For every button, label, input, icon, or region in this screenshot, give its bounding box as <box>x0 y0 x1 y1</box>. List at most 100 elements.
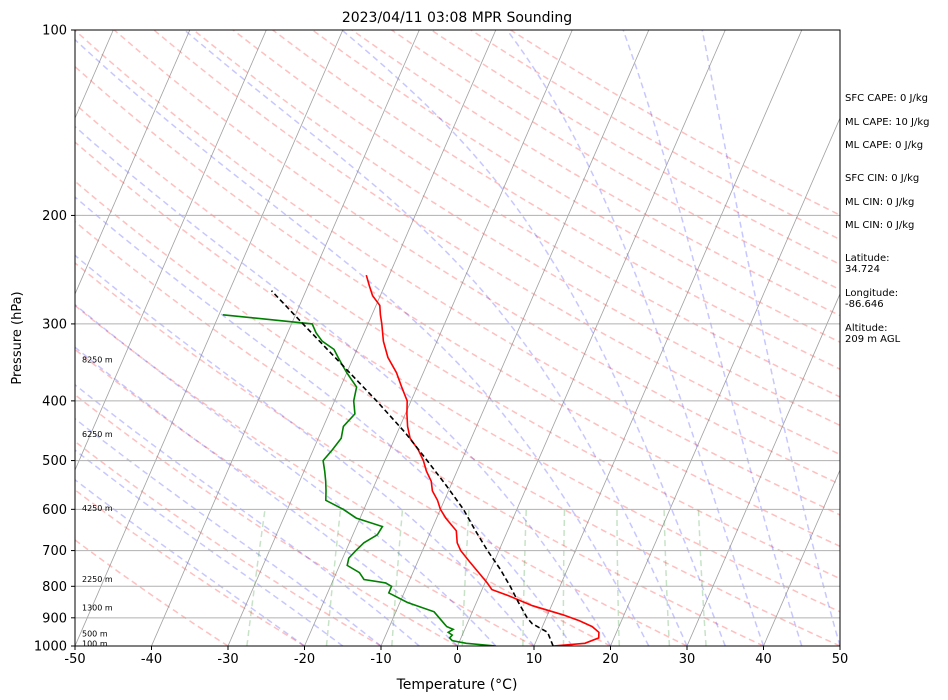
isotherm <box>227 30 497 646</box>
x-tick-label: -10 <box>370 652 391 667</box>
isotherm <box>457 30 726 646</box>
chart-title: 2023/04/11 03:08 MPR Sounding <box>342 10 572 26</box>
dry-adiabat <box>311 30 840 343</box>
isotherm <box>151 30 420 646</box>
isotherm <box>75 30 191 296</box>
y-tick-label: 600 <box>42 503 67 518</box>
x-tick-label: 50 <box>832 652 849 667</box>
dry-adiabat <box>75 304 611 646</box>
dry-adiabat <box>193 30 840 427</box>
x-tick-label: -40 <box>141 652 162 667</box>
moist-adiabat <box>75 125 612 646</box>
moist-adiabat <box>701 30 840 646</box>
y-tick-label: 200 <box>42 209 67 224</box>
dry-adiabat <box>75 348 535 646</box>
moist-adiabat <box>75 346 459 646</box>
moist-adiabat <box>75 449 344 646</box>
y-tick-label: 700 <box>42 544 67 559</box>
isotherm <box>380 30 650 646</box>
y-tick-label: 500 <box>42 454 67 469</box>
background-lines <box>75 30 840 646</box>
dry-adiabat <box>75 30 840 516</box>
isotherm <box>686 292 840 646</box>
x-tick-label: 10 <box>526 652 543 667</box>
dry-adiabat <box>75 141 840 613</box>
dry-adiabat <box>75 180 840 646</box>
isotherm <box>763 469 840 646</box>
isotherm <box>610 117 840 646</box>
x-tick-label: 0 <box>453 652 461 667</box>
dry-adiabat <box>75 65 840 548</box>
isotherm <box>533 30 803 646</box>
height-label: 1300 m <box>82 604 113 613</box>
dewpoint-line <box>222 314 496 646</box>
x-tick-label: 30 <box>679 652 696 667</box>
mixing-ratio-line <box>697 509 707 646</box>
dry-adiabat <box>75 539 229 646</box>
altitude-text: Altitude: 209 m AGL <box>845 323 901 345</box>
x-tick-label: -50 <box>64 652 85 667</box>
dry-adiabat <box>75 393 458 646</box>
sfc-cin-text: SFC CIN: 0 J/kg <box>845 173 920 184</box>
moist-adiabat <box>341 30 726 646</box>
pressure-gridlines <box>75 30 840 646</box>
isotherm <box>75 30 267 472</box>
ml-cin-text-2: ML CIN: 0 J/kg <box>845 220 915 231</box>
height-label: 6250 m <box>82 430 113 439</box>
ml-cin-text: ML CIN: 0 J/kg <box>845 197 915 208</box>
sounding-series <box>222 274 600 646</box>
height-label: 500 m <box>82 630 108 639</box>
height-label: 100 m <box>82 639 108 648</box>
dry-adiabat <box>75 488 305 646</box>
y-tick-label: 300 <box>42 317 67 332</box>
ml-cape-text: ML CAPE: 10 J/kg <box>845 117 930 128</box>
x-tick-label: -30 <box>217 652 238 667</box>
x-tick-label: 20 <box>602 652 619 667</box>
mixing-ratio-line <box>325 509 342 646</box>
y-tick-label: 900 <box>42 611 67 626</box>
mixing-ratio-line <box>522 509 528 646</box>
dry-adiabat <box>75 102 840 580</box>
y-tick-label: 400 <box>42 394 67 409</box>
isotherm <box>75 30 344 646</box>
plot-frame <box>74 29 841 647</box>
moist-adiabat <box>75 38 650 646</box>
dry-adiabat <box>351 30 840 317</box>
dry-adiabat <box>113 30 840 486</box>
dry-adiabat <box>75 220 764 646</box>
dry-adiabat <box>75 440 382 646</box>
y-axis-label: Pressure (hPa) <box>10 291 25 384</box>
x-axis-label: Temperature (°C) <box>396 677 518 693</box>
latitude-text: Latitude: 34.724 <box>845 253 890 275</box>
isotherm <box>304 30 573 646</box>
y-axis-ticks: 100 200 300 400 500 600 700 800 900 1000 <box>34 24 75 655</box>
ml-cape-text-2: ML CAPE: 0 J/kg <box>845 140 924 151</box>
temperature-line <box>365 274 600 646</box>
longitude-text: Longitude: -86.646 <box>845 288 899 310</box>
dry-adiabat <box>75 262 688 646</box>
moist-adiabat <box>75 196 573 646</box>
moist-adiabat <box>75 478 305 646</box>
mixing-ratio-line <box>391 509 404 646</box>
height-label: 8250 m <box>82 356 113 365</box>
moist-adiabat <box>75 383 420 646</box>
moist-adiabat <box>75 254 535 646</box>
height-label: 2250 m <box>82 575 113 584</box>
parcel-line <box>270 290 554 646</box>
x-axis-ticks: -50 -40 -30 -20 -10 0 10 20 30 40 50 <box>64 646 848 667</box>
sfc-cape-text: SFC CAPE: 0 J/kg <box>845 93 928 104</box>
height-label: 4250 m <box>82 504 113 513</box>
y-tick-label: 100 <box>42 24 67 39</box>
moist-adiabat <box>622 30 803 646</box>
moist-adiabat <box>506 30 765 646</box>
moist-adiabat <box>183 30 688 646</box>
x-tick-label: -20 <box>294 652 315 667</box>
mixing-ratio-line <box>616 509 621 646</box>
y-tick-label: 1000 <box>34 640 67 655</box>
dry-adiabat <box>153 30 840 456</box>
x-tick-label: 40 <box>755 652 772 667</box>
y-tick-label: 800 <box>42 580 67 595</box>
moist-adiabat <box>75 417 382 646</box>
moist-adiabat <box>75 303 497 646</box>
